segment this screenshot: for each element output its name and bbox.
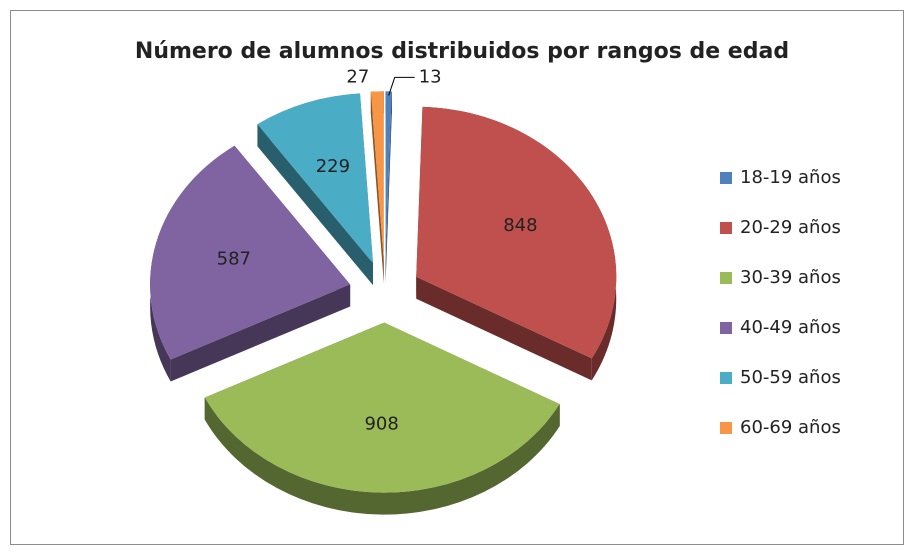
data-label: 587	[217, 248, 251, 269]
slice-side	[385, 91, 392, 284]
slice-side	[257, 124, 373, 286]
leader-line	[388, 76, 415, 96]
legend-label: 50-59 años	[740, 367, 841, 388]
slice-side	[170, 284, 351, 382]
legend-swatch	[720, 372, 732, 384]
legend-label: 18-19 años	[740, 167, 841, 188]
data-label: 229	[316, 156, 350, 177]
slice-side	[416, 276, 592, 381]
legend-label: 60-69 años	[740, 417, 841, 438]
legend-swatch	[720, 422, 732, 434]
legend-label: 40-49 años	[740, 317, 841, 338]
slice	[257, 93, 373, 264]
data-label: 908	[364, 414, 398, 435]
slice-side	[370, 91, 384, 284]
data-label: 848	[503, 215, 537, 236]
legend-swatch	[720, 322, 732, 334]
slice	[385, 91, 392, 262]
slice	[150, 145, 351, 360]
slice	[370, 91, 384, 262]
slice	[204, 322, 560, 493]
slice-tops	[150, 91, 617, 493]
data-label: 27	[346, 67, 369, 88]
slice	[416, 106, 617, 359]
data-label: 13	[419, 66, 442, 87]
legend-label: 20-29 años	[740, 217, 841, 238]
legend-swatch	[720, 222, 732, 234]
legend-swatch	[720, 172, 732, 184]
slice-side	[204, 397, 560, 515]
legend-label: 30-39 años	[740, 267, 841, 288]
legend-swatch	[720, 272, 732, 284]
chart-title: Número de alumnos distribuidos por rango…	[135, 39, 789, 64]
